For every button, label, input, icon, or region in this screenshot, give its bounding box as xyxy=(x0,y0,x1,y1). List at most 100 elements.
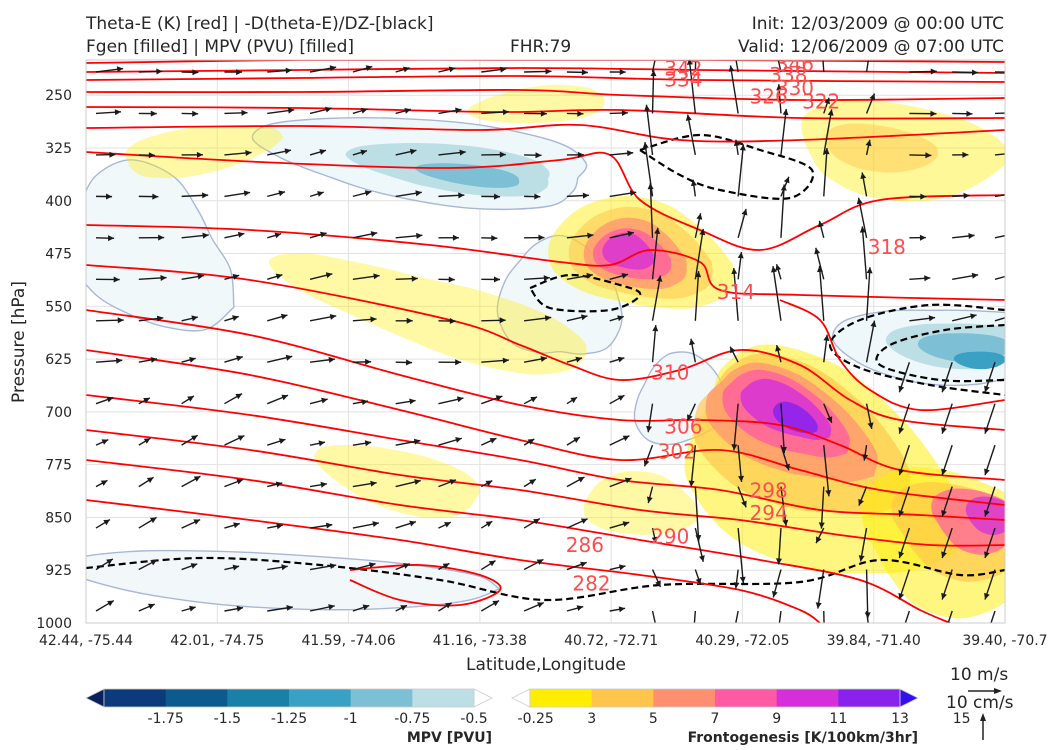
theta-e-label: 282 xyxy=(572,572,610,596)
wind-vector-head xyxy=(502,109,509,116)
wind-vector-head xyxy=(448,276,455,283)
theta-e-contour xyxy=(86,106,1005,120)
frontogenesis-region xyxy=(801,100,1005,202)
wind-vector-head xyxy=(190,563,198,569)
wind-vector-head xyxy=(696,213,703,220)
colorbar-segment xyxy=(412,689,475,707)
wind-vector-head xyxy=(862,454,869,461)
colorbar-arrow-low xyxy=(511,688,531,708)
wind-vector-head xyxy=(189,357,196,363)
wind-vector-head xyxy=(529,479,536,485)
wind-vector-head xyxy=(365,65,373,71)
wind-vector xyxy=(865,60,870,73)
wind-vector-head xyxy=(690,179,697,187)
wind-vector-head xyxy=(533,518,540,525)
mpv-filled-contours xyxy=(86,116,1005,611)
x-tick-label: 40.72, -72.71 xyxy=(564,633,658,649)
wind-vector-head xyxy=(276,523,283,530)
wind-vector-head xyxy=(502,357,509,364)
wind-vector-head xyxy=(449,479,457,485)
wind-vector-head xyxy=(860,172,867,179)
wind-vector-head xyxy=(652,325,659,332)
wind-vector-head xyxy=(492,600,500,607)
wind-vector xyxy=(865,267,871,321)
wind-vector-head xyxy=(962,151,969,158)
colorbar-segment xyxy=(838,689,901,707)
wind-vector-head xyxy=(370,480,377,487)
wind-vector-head xyxy=(543,275,550,281)
y-tick-label: 325 xyxy=(45,141,72,157)
wind-vector-head xyxy=(415,190,422,197)
wind-vector-head xyxy=(826,416,833,423)
wind-vector-head xyxy=(984,592,990,600)
wind-vector-head xyxy=(699,555,705,562)
theta-e-contour xyxy=(86,151,1005,251)
forecast-hour: FHR:79 xyxy=(510,37,572,57)
colorbar-title: Frontogenesis [K/100km/3hr] xyxy=(688,730,918,746)
wind-vector-head xyxy=(319,149,326,155)
frontogenesis-region xyxy=(268,253,587,375)
wind-vector-head xyxy=(232,564,240,571)
wind-vector-head xyxy=(485,480,493,487)
filled-fields: 3463423383343303263223183143143103063023… xyxy=(86,37,1014,641)
wind-vector-head xyxy=(624,477,632,484)
wind-vector-head xyxy=(494,276,500,283)
wind-vector-head xyxy=(189,605,196,612)
wind-vector-head xyxy=(193,519,201,525)
theta-e-label: 286 xyxy=(566,533,604,557)
wind-vector-head xyxy=(646,425,652,433)
wind-vector-head xyxy=(733,139,740,147)
wind-vector-head xyxy=(819,37,825,43)
vector-key-u-label: 10 m/s xyxy=(950,665,1008,685)
wind-vector xyxy=(780,403,786,454)
wind-vector-head xyxy=(106,193,113,200)
wind-vector-head xyxy=(814,247,821,255)
wind-vector-head xyxy=(858,498,864,506)
wind-vector-head xyxy=(540,110,547,117)
wind-vector-head xyxy=(364,190,372,196)
wind-vector-head xyxy=(654,227,661,234)
colorbar-arrow-low xyxy=(85,688,105,708)
wind-vector-head xyxy=(413,438,421,445)
wind-vector-head xyxy=(232,274,240,280)
colorbar-segment xyxy=(104,689,167,707)
valid-time: Valid: 12/06/2009 @ 07:00 UTC xyxy=(738,37,1004,57)
wind-vector-head xyxy=(576,605,584,611)
theta-e-label: 346 xyxy=(776,52,814,76)
wind-vector-head xyxy=(859,226,866,233)
wind-vector-head xyxy=(629,190,637,197)
wind-vector-head xyxy=(695,271,702,278)
wind-vector-head xyxy=(815,602,822,609)
frontogenesis-colorbar: 3 5 7 9 11 13 15 Frontogenesis [K/100km/3hr] xyxy=(511,688,971,746)
wind-vector xyxy=(865,320,876,363)
wind-vector-head xyxy=(941,634,947,641)
vector-key-w-label: 10 cm/s xyxy=(946,693,1014,713)
wind-vector-head xyxy=(573,437,580,443)
wind-vector-head xyxy=(824,97,830,105)
wind-vector-head xyxy=(646,496,653,503)
wind-vector xyxy=(861,226,868,280)
x-tick-label: 41.16, -73.38 xyxy=(433,633,527,649)
colorbar-tick-label: -0.25 xyxy=(518,711,554,727)
theta-e-contour xyxy=(86,75,1005,83)
wind-vector-head xyxy=(898,510,905,517)
wind-vector-head xyxy=(865,139,872,147)
wind-vector xyxy=(686,114,697,156)
theta-e-label: 294 xyxy=(750,501,788,525)
wind-vector-head xyxy=(113,276,120,283)
wind-vector-head xyxy=(731,267,738,275)
wind-vector-head xyxy=(968,233,975,239)
wind-vector-head xyxy=(970,313,977,320)
wind-vector-head xyxy=(586,272,593,279)
x-tick-label: 41.59, -74.06 xyxy=(302,633,396,649)
colorbar-frame xyxy=(103,688,475,708)
wind-vector-head xyxy=(499,151,506,158)
y-tick-label: 400 xyxy=(45,194,72,210)
wind-vector xyxy=(729,65,739,114)
wind-vector-head xyxy=(445,602,452,609)
wind-vector-head xyxy=(107,600,114,607)
wind-vector-head xyxy=(898,592,905,600)
theta-e-label: 306 xyxy=(664,415,702,439)
wind-vector-head xyxy=(1008,69,1014,75)
wind-vector xyxy=(990,610,996,623)
